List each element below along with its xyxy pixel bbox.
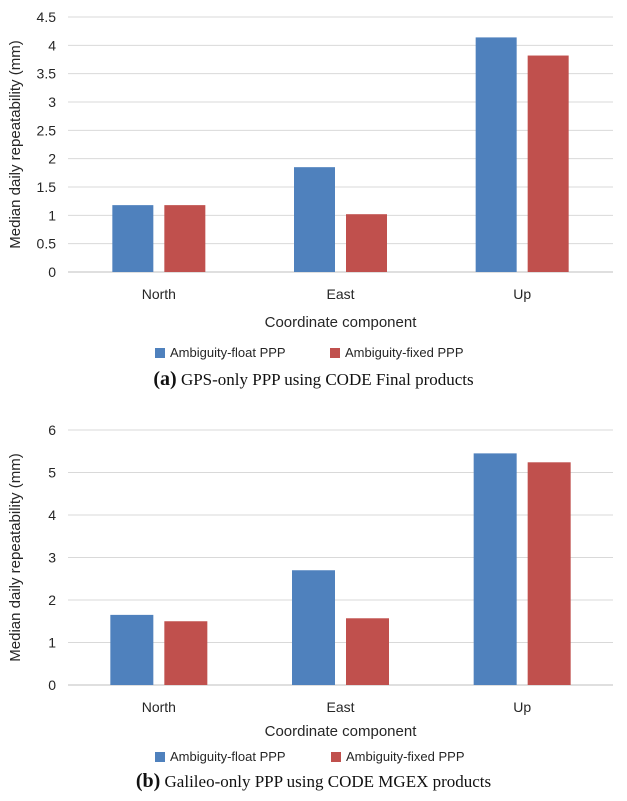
y-tick-label: 4: [48, 507, 56, 523]
y-tick-label: 0: [48, 264, 56, 280]
legend-label: Ambiguity-fixed PPP: [346, 749, 465, 764]
y-tick-label: 4.5: [37, 9, 57, 25]
y-tick-label: 2: [48, 151, 56, 167]
bar-ambiguity-fixed-ppp-up: [527, 462, 571, 685]
y-tick-label: 0: [48, 677, 56, 693]
caption-a-text: GPS-only PPP using CODE Final products: [180, 370, 474, 389]
y-axis-title: Median daily repeatability (mm): [7, 40, 24, 248]
y-tick-label: 1: [48, 207, 56, 223]
y-tick-label: 2.5: [37, 122, 57, 138]
bar-ambiguity-float-ppp-up: [473, 453, 517, 685]
chart-panel-b: 0 1 2 3 4 5 6 North East Up Coordinate component Me…: [0, 405, 627, 801]
legend-swatch: [330, 348, 340, 358]
x-axis-title: Coordinate component: [265, 723, 418, 740]
bar-ambiguity-fixed-ppp-north: [164, 205, 206, 272]
caption-a: (a) GPS-only PPP using CODE Final produc…: [0, 368, 627, 391]
y-tick-label: 6: [48, 422, 56, 438]
legend-label: Ambiguity-float PPP: [170, 749, 286, 764]
x-tick-label: Up: [513, 286, 531, 302]
bar-ambiguity-fixed-ppp-east: [346, 214, 387, 272]
bar-ambiguity-fixed-ppp-north: [164, 621, 208, 685]
bar-ambiguity-float-ppp-north: [110, 614, 154, 685]
caption-b-label: (b): [135, 770, 161, 792]
y-tick-label: 3.5: [37, 66, 57, 82]
bar-ambiguity-fixed-ppp-east: [346, 618, 389, 685]
legend-swatch: [331, 752, 341, 762]
caption-a-label: (a): [153, 368, 177, 390]
x-tick-label: East: [326, 699, 354, 715]
y-tick-label: 0.5: [37, 236, 57, 252]
y-axis-title: Median daily repeatability (mm): [7, 453, 24, 661]
x-tick-label: North: [142, 699, 176, 715]
x-tick-label: Up: [513, 699, 531, 715]
chart-b: 0 1 2 3 4 5 6 North East Up Coordinate component Me…: [7, 422, 613, 764]
x-tick-label: East: [326, 286, 354, 302]
legend-swatch: [155, 348, 165, 358]
caption-b-text: Galileo-only PPP using CODE MGEX product…: [164, 772, 492, 791]
legend-swatch: [155, 752, 165, 762]
chart-panel-a: 0 0.5 1 1.5 2 2.5 3 3.5 4 4.5 North East Up Coordinat…: [0, 0, 627, 400]
bar-ambiguity-fixed-ppp-up: [527, 55, 569, 273]
y-tick-label: 1: [48, 635, 56, 651]
bar-ambiguity-float-ppp-north: [112, 205, 154, 272]
y-tick-label: 4: [48, 37, 56, 53]
y-tick-label: 3: [48, 94, 56, 110]
y-tick-label: 5: [48, 465, 56, 481]
bar-ambiguity-float-ppp-east: [294, 167, 335, 272]
caption-b: (b) Galileo-only PPP using CODE MGEX pro…: [0, 770, 627, 793]
legend-label: Ambiguity-fixed PPP: [345, 345, 464, 360]
y-tick-label: 3: [48, 550, 56, 566]
x-axis-title: Coordinate component: [265, 314, 418, 331]
legend-label: Ambiguity-float PPP: [170, 345, 286, 360]
bar-ambiguity-float-ppp-east: [292, 570, 335, 685]
chart-a: 0 0.5 1 1.5 2 2.5 3 3.5 4 4.5 North East Up Coordinat…: [7, 9, 613, 360]
y-tick-label: 1.5: [37, 179, 57, 195]
x-tick-label: North: [142, 286, 176, 302]
y-tick-label: 2: [48, 592, 56, 608]
bar-ambiguity-float-ppp-up: [475, 37, 517, 273]
